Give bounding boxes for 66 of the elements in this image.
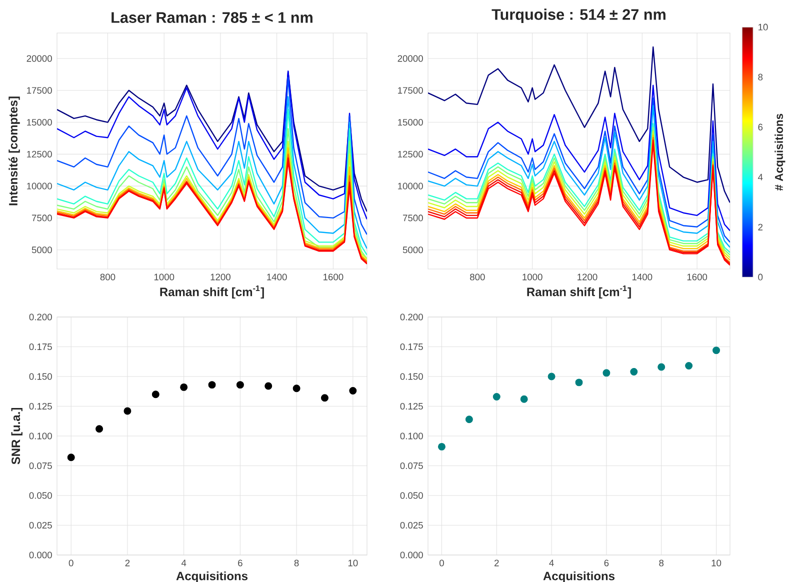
color-bar-label: 10 (758, 24, 768, 30)
x-tick-label: 800 (470, 274, 485, 280)
x-tick-label: 8 (659, 560, 664, 566)
x-tick-label: 1600 (687, 274, 708, 280)
y-tick-label: 20000 (398, 55, 423, 62)
x-tick-label: 2 (125, 560, 130, 566)
y-tick-label: 0.000 (29, 552, 52, 558)
x-tick-label: 1000 (154, 274, 174, 280)
x-tick-label: 10 (712, 560, 722, 566)
color-bar-title: # Acquisitions (774, 114, 786, 191)
y-tick-label: 0.100 (400, 432, 423, 440)
y-tick-label: 17500 (398, 87, 423, 94)
x-tick-label: 1400 (267, 274, 287, 280)
x-tick-label: 4 (549, 560, 554, 566)
y-tick-label: 0.075 (29, 462, 52, 470)
color-bar-label: 8 (758, 74, 763, 80)
y-tick-label: 0.050 (400, 492, 423, 499)
x-tick-label: 1000 (522, 274, 542, 280)
y-tick-label: 0.175 (29, 343, 52, 350)
x-tick-label: 1200 (210, 274, 230, 280)
color-bar-label: 2 (758, 224, 763, 230)
x-tick-label: 8 (294, 560, 299, 566)
y-tick-label: 0.175 (400, 343, 423, 350)
y-tick-label: 0.150 (400, 373, 423, 380)
y-tick-label: 10000 (27, 182, 52, 190)
y-tick-label: 5000 (32, 246, 52, 254)
y-tick-label: 0.050 (29, 492, 52, 499)
x-tick-label: 10 (348, 560, 358, 566)
color-bar-label: 4 (758, 174, 763, 180)
x-axis-title: Raman shift [cm$^{-1}$] (527, 285, 631, 299)
y-axis-title: Intensité [comptes] (8, 96, 20, 206)
color-bar-label: 6 (758, 124, 763, 130)
y-tick-label: 0.125 (400, 402, 423, 410)
x-tick-label: 0 (68, 560, 74, 566)
y-tick-label: 12500 (27, 150, 52, 158)
chart-title: Laser Raman : 785 ± < 1 nm (112, 12, 312, 23)
x-tick-label: 4 (181, 560, 186, 566)
x-axis-title: Raman shift [cm$^{-1}$] (160, 285, 264, 299)
x-tick-label: 800 (100, 274, 116, 280)
y-tick-label: 0.000 (400, 552, 423, 558)
y-tick-label: 15000 (27, 119, 52, 126)
x-tick-label: 6 (238, 560, 242, 566)
y-tick-label: 5000 (402, 246, 423, 254)
y-tick-label: 0.125 (29, 402, 52, 410)
y-tick-label: 12500 (398, 150, 423, 158)
y-axis-title: SNR [u.a.] (11, 408, 22, 464)
x-tick-label: 0 (439, 560, 444, 566)
y-tick-label: 0.075 (400, 462, 423, 470)
y-tick-label: 0.200 (400, 314, 423, 320)
y-tick-label: 10000 (398, 182, 423, 190)
x-tick-label: 6 (604, 560, 609, 566)
chart-title: Turquoise : 514 ± 27 nm (492, 8, 666, 23)
y-tick-label: 17500 (27, 87, 52, 94)
y-tick-label: 0.200 (29, 314, 52, 320)
y-tick-label: 7500 (403, 214, 423, 222)
y-tick-label: 0.025 (29, 522, 52, 529)
y-tick-label: 0.025 (400, 522, 423, 529)
y-tick-label: 7500 (32, 214, 52, 222)
y-tick-label: 15000 (398, 119, 423, 126)
y-tick-label: 20000 (26, 55, 52, 62)
y-tick-label: 0.150 (29, 373, 52, 380)
x-tick-label: 1600 (324, 274, 344, 280)
x-tick-label: 1400 (632, 274, 652, 280)
x-tick-label: 2 (494, 560, 499, 566)
x-tick-label: 1200 (578, 274, 598, 280)
y-tick-label: 0.100 (29, 432, 52, 440)
